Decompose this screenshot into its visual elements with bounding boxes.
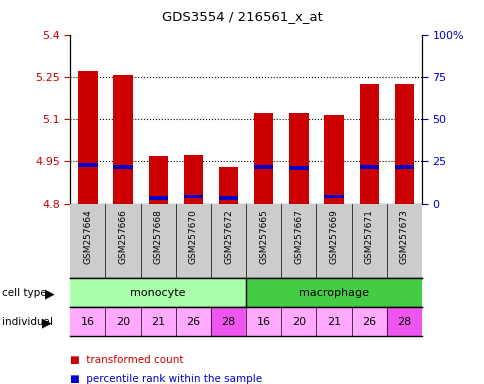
Text: 16: 16 bbox=[256, 316, 270, 327]
Bar bbox=[105, 307, 140, 336]
Text: macrophage: macrophage bbox=[299, 288, 368, 298]
Bar bbox=[359, 84, 378, 204]
Bar bbox=[281, 307, 316, 336]
Text: GSM257673: GSM257673 bbox=[399, 210, 408, 265]
Bar bbox=[175, 307, 211, 336]
Bar bbox=[288, 166, 308, 170]
Bar bbox=[211, 307, 245, 336]
Text: 20: 20 bbox=[116, 316, 130, 327]
Bar bbox=[183, 155, 203, 204]
Text: GSM257665: GSM257665 bbox=[258, 210, 268, 265]
Bar bbox=[148, 196, 167, 200]
Text: GSM257671: GSM257671 bbox=[364, 210, 373, 265]
Text: GSM257667: GSM257667 bbox=[294, 210, 303, 265]
Text: monocyte: monocyte bbox=[130, 288, 185, 298]
Bar bbox=[78, 163, 97, 167]
Text: ■  percentile rank within the sample: ■ percentile rank within the sample bbox=[70, 374, 262, 384]
Bar bbox=[78, 71, 97, 204]
Bar bbox=[140, 307, 175, 336]
Bar bbox=[324, 115, 343, 204]
Text: GSM257670: GSM257670 bbox=[188, 210, 197, 265]
Text: ▶: ▶ bbox=[45, 288, 55, 301]
Text: GSM257669: GSM257669 bbox=[329, 210, 338, 265]
Bar bbox=[245, 278, 421, 307]
Bar bbox=[113, 165, 133, 169]
Bar bbox=[386, 307, 421, 336]
Text: 20: 20 bbox=[291, 316, 305, 327]
Bar bbox=[218, 197, 238, 200]
Text: 28: 28 bbox=[396, 316, 410, 327]
Text: GSM257668: GSM257668 bbox=[153, 210, 163, 265]
Bar bbox=[113, 75, 133, 204]
Text: 21: 21 bbox=[151, 316, 165, 327]
Bar bbox=[324, 195, 343, 198]
Bar bbox=[394, 165, 413, 169]
Bar bbox=[183, 195, 203, 198]
Text: cell type: cell type bbox=[2, 288, 47, 298]
Text: individual: individual bbox=[2, 316, 53, 327]
Bar bbox=[218, 167, 238, 204]
Bar bbox=[316, 307, 351, 336]
Text: 21: 21 bbox=[326, 316, 340, 327]
Text: GSM257664: GSM257664 bbox=[83, 210, 92, 264]
Bar bbox=[70, 278, 245, 307]
Bar bbox=[351, 307, 386, 336]
Bar bbox=[148, 156, 167, 204]
Text: ▶: ▶ bbox=[42, 316, 51, 329]
Text: ■  transformed count: ■ transformed count bbox=[70, 355, 183, 365]
Text: 28: 28 bbox=[221, 316, 235, 327]
Bar bbox=[70, 307, 105, 336]
Bar bbox=[254, 113, 273, 204]
Bar bbox=[254, 165, 273, 169]
Text: GSM257672: GSM257672 bbox=[224, 210, 233, 264]
Text: GSM257666: GSM257666 bbox=[118, 210, 127, 265]
Bar bbox=[359, 165, 378, 169]
Bar bbox=[288, 113, 308, 204]
Bar bbox=[394, 84, 413, 204]
Text: GDS3554 / 216561_x_at: GDS3554 / 216561_x_at bbox=[162, 10, 322, 23]
Bar bbox=[245, 307, 281, 336]
Text: 16: 16 bbox=[81, 316, 95, 327]
Text: 26: 26 bbox=[186, 316, 200, 327]
Text: 26: 26 bbox=[362, 316, 376, 327]
